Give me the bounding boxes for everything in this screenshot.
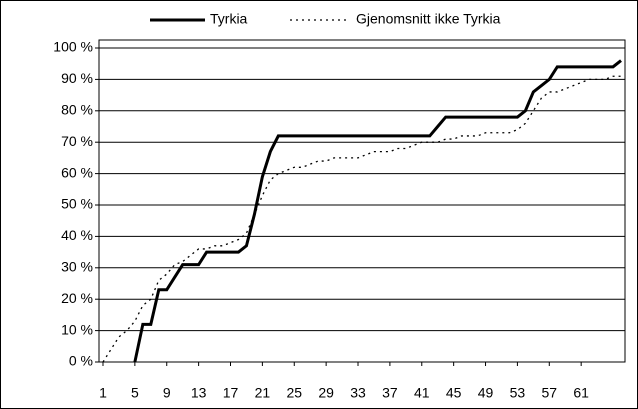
- y-tick-label: 50 %: [61, 196, 93, 212]
- x-tick-label: 57: [541, 385, 557, 401]
- x-tick-label: 33: [350, 385, 366, 401]
- x-tick-label: 53: [510, 385, 526, 401]
- series-line: [102, 75, 622, 363]
- y-tick-label: 20 %: [61, 290, 93, 306]
- legend-label: Tyrkia: [210, 11, 248, 27]
- plot-area: [98, 39, 626, 363]
- x-tick-label: 21: [255, 385, 271, 401]
- x-tick-label: 13: [191, 385, 207, 401]
- x-tick-label: 5: [131, 385, 139, 401]
- x-tick-label: 61: [573, 385, 589, 401]
- y-tick-label: 30 %: [61, 259, 93, 275]
- x-tick-label: 9: [163, 385, 171, 401]
- y-tick-label: 10 %: [61, 321, 93, 337]
- y-tick-label: 60 %: [61, 164, 93, 180]
- x-tick-label: 49: [478, 385, 494, 401]
- x-tick-label: 45: [446, 385, 462, 401]
- x-tick-label: 29: [318, 385, 334, 401]
- y-tick-label: 100 %: [53, 39, 93, 55]
- y-tick-label: 90 %: [61, 70, 93, 86]
- y-tick-label: 70 %: [61, 133, 93, 149]
- x-tick-label: 37: [382, 385, 398, 401]
- x-tick-label: 17: [223, 385, 239, 401]
- x-tick-label: 41: [414, 385, 430, 401]
- legend-label: Gjenomsnitt ikke Tyrkia: [356, 11, 501, 27]
- y-tick-label: 0 %: [69, 353, 93, 369]
- x-tick-label: 25: [286, 385, 302, 401]
- series-line: [133, 59, 622, 363]
- x-tick-label: 1: [99, 385, 107, 401]
- y-tick-label: 80 %: [61, 102, 93, 118]
- y-tick-label: 40 %: [61, 227, 93, 243]
